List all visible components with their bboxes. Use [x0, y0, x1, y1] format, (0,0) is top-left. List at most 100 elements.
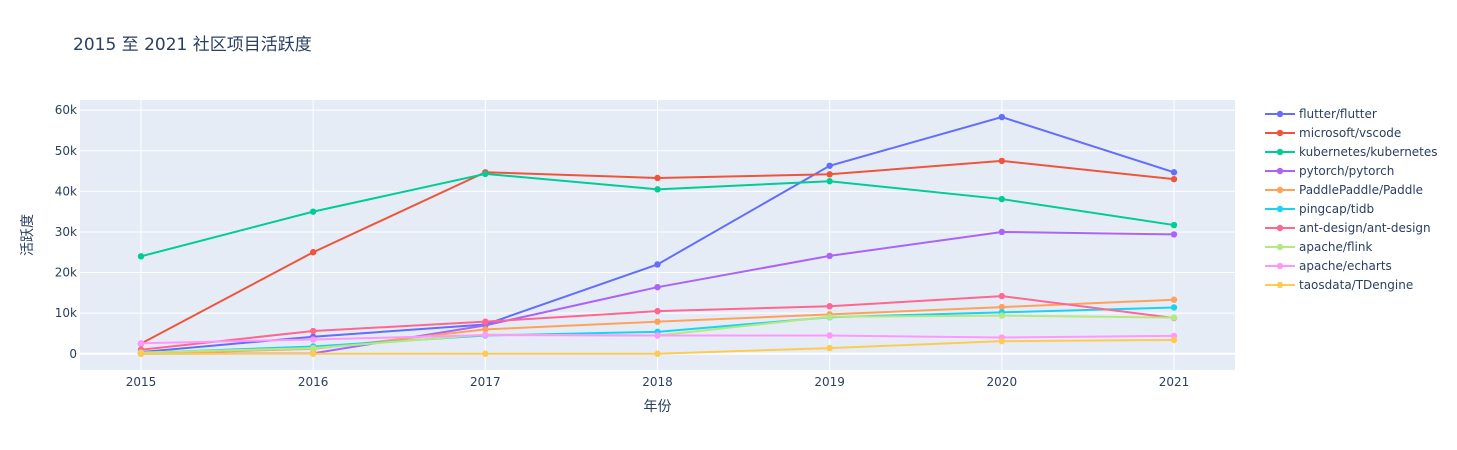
- data-point[interactable]: [1170, 314, 1178, 321]
- y-axis-title: 活跃度: [20, 214, 36, 256]
- legend-marker: [1276, 110, 1284, 118]
- legend-item[interactable]: pingcap/tidb: [1265, 202, 1374, 216]
- x-tick-label: 2021: [1159, 375, 1190, 389]
- data-point[interactable]: [654, 307, 661, 315]
- legend-marker: [1276, 281, 1284, 289]
- data-point[interactable]: [309, 327, 317, 335]
- data-point[interactable]: [137, 253, 145, 260]
- data-point[interactable]: [309, 344, 317, 352]
- data-point[interactable]: [826, 332, 833, 339]
- data-point[interactable]: [826, 252, 833, 260]
- legend-label: pytorch/pytorch: [1299, 164, 1394, 178]
- data-point[interactable]: [482, 350, 489, 357]
- data-point[interactable]: [1170, 296, 1178, 303]
- legend-marker: [1276, 148, 1284, 156]
- legend-item[interactable]: PaddlePaddle/Paddle: [1265, 183, 1423, 197]
- x-tick-label: 2020: [987, 375, 1018, 389]
- data-point[interactable]: [998, 195, 1006, 203]
- data-point[interactable]: [1170, 169, 1178, 176]
- legend-item[interactable]: apache/echarts: [1265, 259, 1392, 273]
- legend-label: kubernetes/kubernetes: [1299, 145, 1438, 159]
- data-point[interactable]: [654, 318, 661, 325]
- legend-item[interactable]: pytorch/pytorch: [1265, 164, 1394, 178]
- data-point[interactable]: [482, 326, 489, 333]
- x-tick-label: 2018: [642, 375, 673, 389]
- data-point[interactable]: [654, 174, 661, 182]
- data-point[interactable]: [1170, 336, 1178, 344]
- legend-item[interactable]: ant-design/ant-design: [1265, 221, 1431, 235]
- legend-label: apache/flink: [1299, 240, 1372, 254]
- data-point[interactable]: [309, 336, 317, 343]
- data-point[interactable]: [654, 283, 661, 291]
- x-axis-ticks: 2015 2016 2017 2018 2019 2020 2021: [126, 375, 1190, 389]
- data-point[interactable]: [482, 331, 489, 339]
- data-point[interactable]: [309, 350, 317, 357]
- data-point[interactable]: [1170, 304, 1178, 311]
- legend-label: ant-design/ant-design: [1299, 221, 1431, 235]
- legend-marker: [1276, 262, 1284, 270]
- data-point[interactable]: [826, 313, 833, 321]
- legend[interactable]: flutter/flutter microsoft/vscode kubernete…: [1265, 107, 1438, 292]
- data-point[interactable]: [1170, 175, 1178, 183]
- legend-marker: [1276, 186, 1284, 194]
- legend-item[interactable]: apache/flink: [1265, 240, 1372, 254]
- data-point[interactable]: [137, 340, 145, 347]
- series-group: [137, 113, 1178, 357]
- data-point[interactable]: [309, 208, 317, 215]
- legend-marker: [1276, 224, 1284, 232]
- data-point[interactable]: [998, 312, 1006, 319]
- data-point[interactable]: [309, 249, 317, 256]
- data-point[interactable]: [998, 303, 1006, 311]
- legend-item[interactable]: flutter/flutter: [1265, 107, 1377, 121]
- series-taosdata-tdengine: [137, 336, 1178, 357]
- legend-label: PaddlePaddle/Paddle: [1299, 183, 1423, 197]
- data-point[interactable]: [826, 171, 833, 178]
- x-tick-label: 2019: [814, 375, 845, 389]
- data-point[interactable]: [826, 303, 833, 310]
- data-point[interactable]: [998, 228, 1006, 236]
- y-tick-label: 50k: [55, 144, 77, 158]
- legend-label: apache/echarts: [1299, 259, 1392, 273]
- x-tick-label: 2017: [470, 375, 501, 389]
- data-point[interactable]: [1170, 221, 1178, 229]
- data-point[interactable]: [482, 170, 489, 178]
- data-point[interactable]: [1170, 231, 1178, 238]
- y-tick-label: 10k: [55, 306, 77, 320]
- data-point[interactable]: [826, 162, 833, 169]
- data-point[interactable]: [137, 350, 145, 357]
- data-point[interactable]: [998, 292, 1006, 300]
- data-point[interactable]: [826, 344, 833, 352]
- y-axis-ticks: 0 10k 20k 30k 40k 50k 60k: [55, 103, 77, 361]
- legend-marker: [1276, 205, 1284, 213]
- legend-label: pingcap/tidb: [1299, 202, 1374, 216]
- data-point[interactable]: [654, 186, 661, 193]
- x-tick-label: 2016: [298, 375, 329, 389]
- data-point[interactable]: [654, 332, 661, 339]
- data-point[interactable]: [654, 350, 661, 357]
- data-point[interactable]: [654, 261, 661, 268]
- legend-item[interactable]: taosdata/TDengine: [1265, 278, 1413, 292]
- y-tick-label: 0: [69, 347, 77, 361]
- legend-label: microsoft/vscode: [1299, 126, 1401, 140]
- data-point[interactable]: [998, 157, 1006, 165]
- data-point[interactable]: [998, 337, 1006, 345]
- y-tick-label: 40k: [55, 184, 77, 198]
- data-point[interactable]: [998, 113, 1006, 121]
- chart-title: 2015 至 2021 社区项目活跃度: [73, 35, 312, 55]
- legend-marker: [1276, 243, 1284, 251]
- x-tick-label: 2015: [126, 375, 157, 389]
- x-axis-title: 年份: [644, 399, 672, 415]
- legend-marker: [1276, 129, 1284, 137]
- legend-label: taosdata/TDengine: [1299, 278, 1413, 292]
- y-tick-label: 20k: [55, 266, 77, 280]
- series-microsoft-vscode: [137, 157, 1178, 347]
- legend-item[interactable]: microsoft/vscode: [1265, 126, 1401, 140]
- y-tick-label: 60k: [55, 103, 77, 117]
- data-point[interactable]: [482, 318, 489, 325]
- data-point[interactable]: [826, 178, 833, 185]
- legend-item[interactable]: kubernetes/kubernetes: [1265, 145, 1438, 159]
- legend-label: flutter/flutter: [1299, 107, 1377, 121]
- series-kubernetes-kubernetes: [137, 170, 1178, 260]
- legend-marker: [1276, 167, 1284, 175]
